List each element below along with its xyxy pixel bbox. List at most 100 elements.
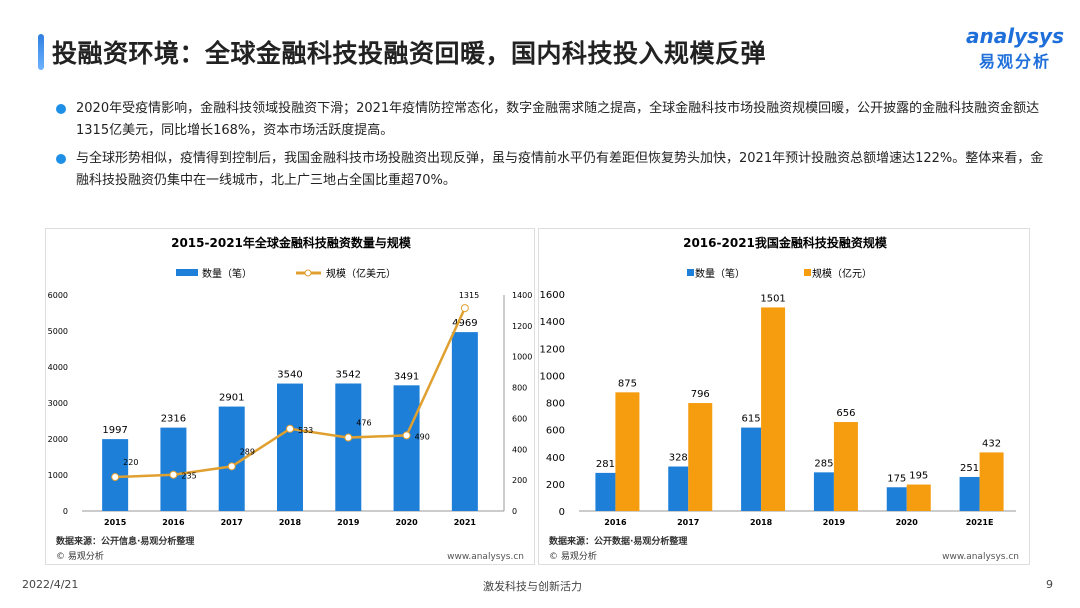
point-scale — [286, 424, 294, 433]
y-left-tick: 4000 — [48, 363, 68, 372]
x-tick: 2017 — [677, 518, 699, 527]
point-scale — [227, 462, 236, 471]
chart-title: 2016-2021我国金融科技投融资规模 — [683, 235, 888, 250]
chart-panel-global: 2015-2021年全球金融科技融资数量与规模 数据来源：公开信息·易观分析整理 ©… — [45, 228, 535, 565]
point-scale — [344, 433, 353, 442]
legend-swatch-count — [176, 269, 198, 276]
point-label-scale: 235 — [181, 472, 196, 481]
legend-swatch-count — [687, 269, 694, 276]
bar-label-scale: 195 — [909, 471, 928, 482]
bar-count — [451, 332, 478, 511]
bar-scale — [906, 484, 931, 511]
point-label-scale: 220 — [123, 458, 138, 467]
y-left-tick: 5000 — [48, 327, 68, 336]
y-tick: 1600 — [540, 290, 565, 301]
y-left-tick: 2000 — [48, 435, 68, 444]
y-left-tick: 3000 — [48, 399, 68, 408]
bar-count — [741, 427, 762, 511]
y-tick: 1400 — [540, 317, 565, 328]
title-accent-bar — [38, 34, 44, 70]
point-scale — [169, 470, 178, 479]
bar-label-count: 251 — [960, 463, 979, 474]
point-scale — [460, 304, 469, 313]
legend-swatch-scale — [804, 269, 811, 276]
y-tick: 0 — [559, 507, 565, 518]
y-right-tick: 600 — [512, 414, 527, 423]
bar-label-count: 4969 — [452, 318, 477, 329]
chart-source: 数据来源：公开数据·易观分析整理 — [549, 535, 687, 547]
point-scale — [111, 473, 120, 482]
y-right-tick: 400 — [512, 445, 527, 454]
legend-label-count: 数量（笔） — [695, 267, 745, 280]
bar-count — [393, 385, 420, 511]
bar-label-count: 3542 — [336, 369, 361, 380]
bar-scale — [761, 307, 786, 511]
page-title: 投融资环境：全球金融科技投融资回暖，国内科技投入规模反弹 — [52, 39, 767, 68]
bar-count — [813, 472, 834, 511]
chart-copyright: © 易观分析 — [549, 550, 597, 562]
legend-marker-scale — [304, 269, 312, 277]
page-number: 9 — [1046, 578, 1053, 591]
x-tick: 2018 — [750, 518, 773, 527]
bar-label-count: 2901 — [219, 393, 244, 404]
y-right-tick: 800 — [512, 384, 527, 393]
bar-label-scale: 875 — [618, 378, 637, 389]
x-tick: 2019 — [823, 518, 846, 527]
y-tick: 1200 — [540, 344, 565, 355]
bar-label-count: 3491 — [394, 371, 419, 382]
bar-count — [668, 466, 689, 511]
y-tick: 200 — [546, 480, 565, 491]
footer-date: 2022/4/21 — [22, 578, 79, 591]
y-right-tick: 1400 — [512, 291, 532, 300]
analysys-logo: analysys 易观分析 — [955, 24, 1075, 72]
bar-label-scale: 1501 — [760, 293, 785, 304]
legend-label-count: 数量（笔） — [202, 267, 252, 280]
x-tick: 2021E — [966, 518, 994, 527]
bar-count — [277, 383, 303, 511]
logo-cn: 易观分析 — [978, 52, 1051, 71]
y-tick: 600 — [546, 426, 565, 437]
bar-count — [218, 406, 245, 511]
bar-label-count: 2316 — [161, 414, 186, 425]
point-label-scale: 476 — [356, 419, 371, 428]
bullet-item: 与全球形势相似，疫情得到控制后，我国金融科技市场投融资出现反弹，虽与疫情前水平仍… — [56, 148, 1046, 192]
footer-slogan: 激发科技与创新活力 — [483, 580, 582, 593]
bar-scale — [688, 403, 713, 511]
bar-count — [160, 427, 187, 511]
logo-en: analysys — [966, 24, 1064, 48]
chart-website: www.analysys.cn — [447, 552, 524, 562]
y-right-tick: 0 — [512, 507, 517, 516]
x-tick: 2016 — [162, 518, 185, 527]
bar-count — [335, 383, 362, 511]
y-tick: 1000 — [540, 371, 565, 382]
legend-label-scale: 规模（亿美元） — [326, 267, 396, 280]
point-label-scale: 289 — [240, 447, 255, 456]
bar-label-count: 285 — [814, 458, 833, 469]
y-tick: 400 — [546, 453, 565, 464]
x-tick: 2020 — [395, 518, 418, 527]
bar-label-scale: 432 — [982, 438, 1001, 449]
y-left-tick: 6000 — [48, 291, 68, 300]
bar-label-count: 281 — [596, 459, 615, 470]
bullet-list: 2020年受疫情影响，金融科技领域投融资下滑；2021年疫情防控常态化，数字金融… — [56, 98, 1046, 198]
chart-website: www.analysys.cn — [942, 552, 1019, 562]
point-scale — [402, 431, 411, 440]
x-tick: 2017 — [221, 518, 243, 527]
x-tick: 2020 — [896, 518, 919, 527]
chart-copyright: © 易观分析 — [56, 550, 104, 562]
y-tick: 800 — [546, 399, 565, 410]
point-label-scale: 490 — [415, 432, 430, 441]
bar-scale — [833, 422, 858, 511]
point-label-scale: 1315 — [459, 291, 479, 300]
bar-scale — [979, 452, 1004, 511]
legend-label-scale: 规模（亿元） — [812, 267, 872, 280]
chart-panel-china: 2016-2021我国金融科技投融资规模数据来源：公开数据·易观分析整理 © 易观… — [538, 228, 1030, 565]
point-label-scale: 533 — [298, 426, 313, 435]
bar-label-count: 1997 — [102, 425, 127, 436]
bar-label-count: 328 — [669, 453, 688, 464]
x-tick: 2015 — [104, 518, 127, 527]
chart-title: 2015-2021年全球金融科技融资数量与规模 — [171, 235, 412, 250]
bar-label-scale: 656 — [836, 408, 855, 419]
